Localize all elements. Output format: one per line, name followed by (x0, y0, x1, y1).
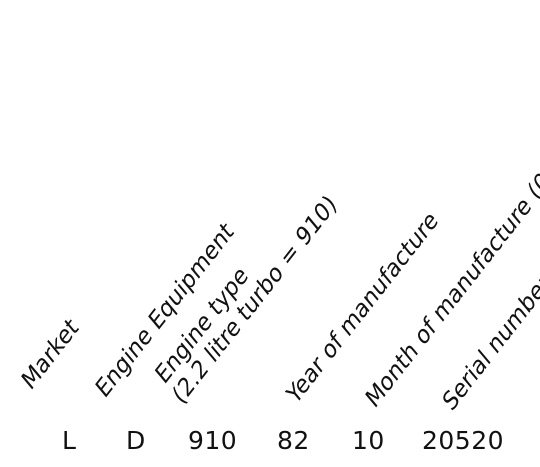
code-engine-type: 910 (188, 426, 238, 455)
code-market: L (62, 426, 77, 455)
code-engine-equipment: D (126, 426, 146, 455)
code-year: 82 (277, 426, 310, 455)
code-serial-number: 20520 (422, 426, 505, 455)
label-market: Market (17, 313, 84, 396)
code-month: 10 (352, 426, 385, 455)
